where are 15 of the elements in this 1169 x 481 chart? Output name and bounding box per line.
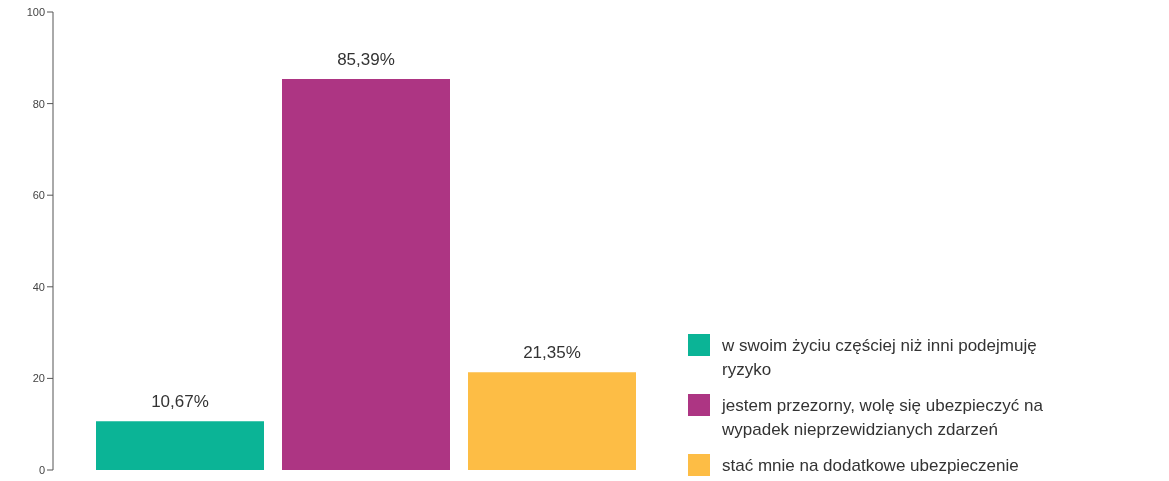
bar (468, 372, 636, 470)
y-tick-label: 100 (26, 5, 45, 18)
bar (96, 421, 264, 470)
y-tick-label: 20 (32, 372, 45, 385)
data-label: 21,35% (523, 343, 581, 363)
legend-label: stać mnie na dodatkowe ubezpieczenie (722, 455, 1020, 477)
y-tick-label: 0 (38, 463, 45, 476)
legend-label: jestem przezorny, wolę się ubezpieczyć na wypadek nieprzewidzianych zdarzeń (722, 395, 1044, 441)
data-label: 10,67% (151, 392, 209, 412)
y-tick-label: 80 (32, 97, 45, 110)
bar (282, 78, 450, 470)
legend-label: w swoim życiu częściej niż inni podejmuję ryzyko (722, 335, 1038, 381)
y-tick-label: 60 (32, 189, 45, 202)
data-label: 85,39% (337, 49, 395, 69)
y-tick-label: 40 (32, 280, 45, 293)
